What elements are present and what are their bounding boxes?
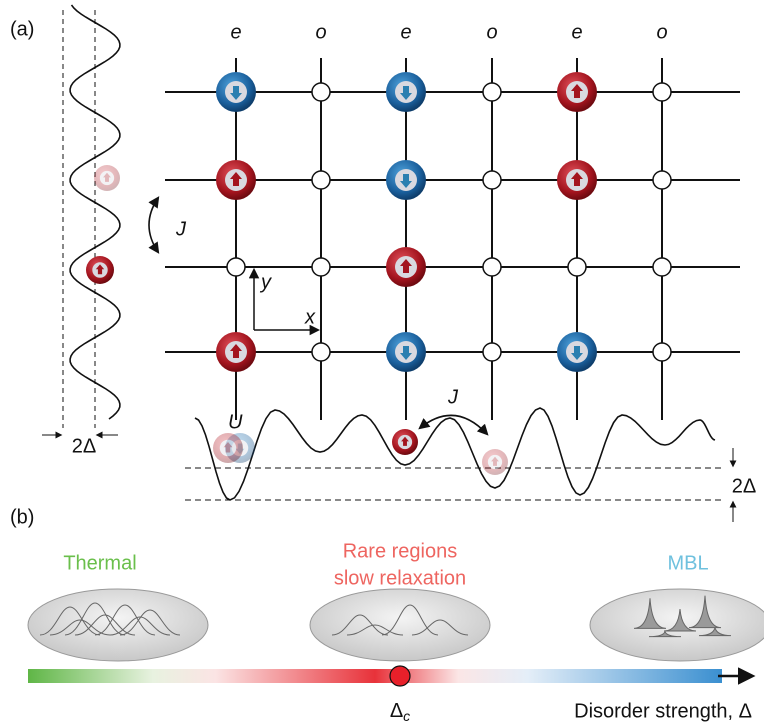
hopping-arrow: [149, 198, 158, 252]
disorder-bar: [28, 669, 722, 683]
empty-site: [312, 83, 330, 101]
spin: [94, 165, 120, 191]
critical-subscript: c: [403, 708, 410, 724]
column-label: o: [656, 21, 667, 43]
width-label: 2Δ: [72, 435, 96, 457]
empty-site: [653, 343, 671, 361]
spin: [386, 72, 426, 112]
spin: [213, 433, 243, 463]
axis-label: Disorder strength, Δ: [574, 700, 752, 722]
column-label: o: [486, 21, 497, 43]
spin: [392, 429, 418, 455]
column-label: e: [400, 21, 411, 43]
regime-ellipse: [310, 589, 490, 661]
column-label: o: [315, 21, 326, 43]
spin: [386, 160, 426, 200]
spin: [216, 72, 256, 112]
empty-site: [312, 171, 330, 189]
spin: [557, 160, 597, 200]
regime-label: MBL: [667, 552, 708, 574]
panel-label: (b): [10, 506, 34, 528]
panel-label: (a): [10, 18, 34, 40]
spin: [482, 449, 508, 475]
width-label: 2Δ: [732, 475, 756, 497]
empty-site: [227, 258, 245, 276]
hopping-label: J: [175, 218, 187, 240]
figure: (a) e o e o e o x y J J U 2Δ 2Δ (b) Ther…: [0, 0, 764, 728]
column-label: e: [571, 21, 582, 43]
hopping-arrow: [420, 415, 487, 434]
empty-site: [653, 83, 671, 101]
spin: [216, 332, 256, 372]
critical-symbol: Δ: [390, 700, 403, 722]
spin: [557, 332, 597, 372]
regime-label: Thermal: [63, 552, 136, 574]
empty-site: [483, 171, 501, 189]
empty-site: [653, 171, 671, 189]
regime-label: Rare regions: [343, 540, 458, 562]
axis-label: y: [259, 271, 272, 293]
empty-site: [483, 83, 501, 101]
empty-site: [312, 343, 330, 361]
critical-label: Δc: [390, 700, 410, 723]
column-label: e: [230, 21, 241, 43]
empty-site: [568, 258, 586, 276]
empty-site: [483, 343, 501, 361]
axis-label: x: [304, 306, 316, 328]
interaction-label: U: [228, 411, 243, 433]
critical-point: [390, 666, 410, 686]
hopping-label: J: [447, 386, 459, 408]
spin: [216, 160, 256, 200]
regime-label: slow relaxation: [334, 567, 466, 589]
spin: [86, 256, 114, 284]
spin: [557, 72, 597, 112]
empty-site: [653, 258, 671, 276]
potential-curve: [195, 408, 715, 500]
spin: [386, 247, 426, 287]
empty-site: [483, 258, 501, 276]
spin: [386, 332, 426, 372]
empty-site: [312, 258, 330, 276]
